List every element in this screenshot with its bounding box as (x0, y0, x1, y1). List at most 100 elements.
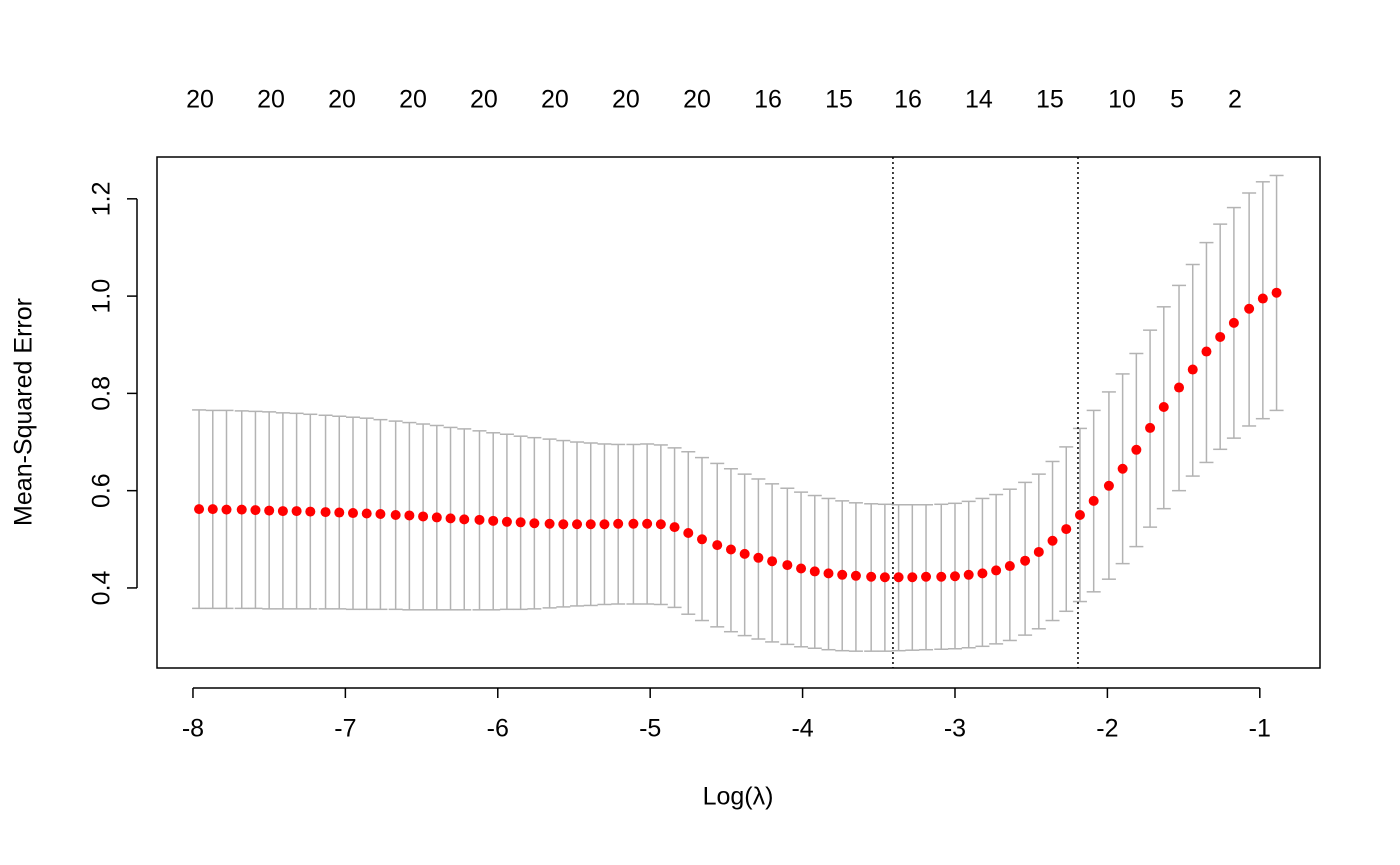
point (796, 563, 807, 574)
top-label: 15 (1036, 86, 1064, 114)
point (599, 519, 610, 530)
plot-frame (156, 156, 1321, 669)
x-axis-title: Log(λ) (703, 783, 774, 811)
x-tick-label: -4 (791, 715, 813, 743)
point (809, 566, 820, 577)
point (1033, 546, 1044, 557)
point (1187, 364, 1198, 375)
point (907, 572, 918, 583)
point (1145, 422, 1156, 433)
point (1131, 444, 1142, 455)
point (1088, 495, 1099, 506)
point (250, 505, 261, 516)
point (404, 510, 415, 521)
point (1158, 402, 1169, 413)
point (305, 506, 316, 517)
x-tick-label: -6 (487, 715, 509, 743)
point (291, 506, 302, 517)
point (823, 568, 834, 579)
point (558, 519, 569, 530)
point (585, 519, 596, 530)
x-tick-label: -8 (182, 715, 204, 743)
point (264, 505, 275, 516)
y-axis-title: Mean-Squared Error (10, 298, 38, 526)
point (893, 572, 904, 583)
point (991, 565, 1002, 576)
point (1117, 463, 1128, 474)
point (1257, 293, 1268, 304)
point (1244, 303, 1255, 314)
point (683, 527, 694, 538)
y-tick-label: 0.8 (88, 376, 116, 411)
x-tick-label: -3 (944, 715, 966, 743)
point (474, 514, 485, 525)
point (488, 515, 499, 526)
point (418, 511, 429, 522)
point (1103, 480, 1114, 491)
point (1061, 524, 1072, 535)
point (194, 504, 205, 515)
top-label: 5 (1170, 86, 1184, 114)
point (866, 571, 877, 582)
y-tick-label: 1.0 (88, 279, 116, 314)
point (347, 508, 358, 519)
point (320, 507, 331, 518)
top-label: 20 (257, 86, 285, 114)
top-label: 20 (328, 86, 356, 114)
y-tick-label: 0.4 (88, 570, 116, 605)
point (1201, 346, 1212, 357)
point (515, 517, 526, 528)
point (782, 560, 793, 571)
top-label: 20 (541, 86, 569, 114)
point (544, 518, 555, 529)
point (445, 513, 456, 524)
point (431, 512, 442, 523)
point (963, 569, 974, 580)
top-label: 16 (754, 86, 782, 114)
point (655, 519, 666, 530)
point (361, 508, 372, 519)
point (642, 518, 653, 529)
top-label: 15 (825, 86, 853, 114)
point (696, 534, 707, 545)
point (879, 572, 890, 583)
point (334, 507, 345, 518)
point (739, 548, 750, 559)
point (613, 518, 624, 529)
x-tick-label: -7 (334, 715, 356, 743)
point (1004, 561, 1015, 572)
point (501, 516, 512, 527)
y-tick-label: 1.2 (88, 181, 116, 216)
top-label: 20 (186, 86, 214, 114)
top-label: 20 (683, 86, 711, 114)
point (921, 571, 932, 582)
point (221, 504, 232, 515)
point (236, 504, 247, 515)
point (459, 514, 470, 525)
point (1020, 555, 1031, 566)
top-label: 2 (1228, 86, 1242, 114)
point (1074, 509, 1085, 520)
point (1271, 287, 1282, 298)
point (767, 556, 778, 567)
top-label: 20 (470, 86, 498, 114)
point (837, 569, 848, 580)
point (1215, 331, 1226, 342)
point (375, 509, 386, 520)
point (628, 518, 639, 529)
point (753, 552, 764, 563)
point (277, 506, 288, 517)
point (725, 544, 736, 555)
x-tick-label: -5 (639, 715, 661, 743)
x-tick-label: -1 (1249, 715, 1271, 743)
point (1228, 317, 1239, 328)
point (1047, 535, 1058, 546)
point (529, 518, 540, 529)
top-label: 14 (965, 86, 993, 114)
top-label: 20 (399, 86, 427, 114)
point (390, 509, 401, 520)
point (207, 504, 218, 515)
point (936, 571, 947, 582)
